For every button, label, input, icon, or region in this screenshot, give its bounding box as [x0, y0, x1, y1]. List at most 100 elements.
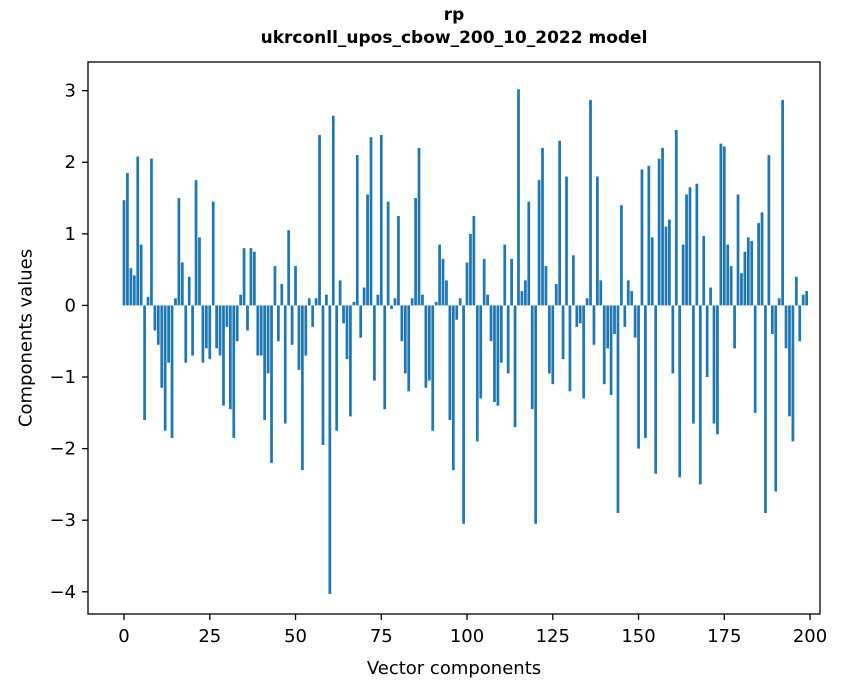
- bar: [671, 305, 675, 374]
- bar: [750, 240, 754, 306]
- bar: [654, 305, 658, 474]
- bar: [585, 298, 589, 306]
- bar: [623, 305, 627, 327]
- bar: [709, 287, 712, 306]
- bar: [383, 305, 387, 410]
- bar: [681, 244, 685, 306]
- bar: [362, 287, 366, 306]
- bar: [527, 201, 531, 306]
- bar: [561, 305, 565, 360]
- bar: [146, 296, 150, 306]
- bar: [729, 266, 733, 306]
- bar: [311, 305, 315, 327]
- bar: [177, 198, 181, 306]
- bar: [301, 305, 304, 471]
- bar: [685, 194, 688, 306]
- bar: [156, 305, 160, 345]
- bar: [558, 140, 562, 306]
- bar: [657, 158, 661, 306]
- bar: [304, 305, 308, 356]
- bar: [345, 305, 349, 360]
- bar: [472, 215, 476, 306]
- bar: [626, 280, 630, 306]
- bar: [544, 266, 548, 306]
- bar: [355, 155, 359, 306]
- bar: [242, 248, 246, 306]
- bar: [252, 251, 256, 306]
- bar: [589, 99, 592, 306]
- bar: [475, 305, 479, 442]
- bar: [366, 194, 369, 306]
- bar: [554, 283, 558, 306]
- chart-title-line2: ukrconll_upos_cbow_200_10_2022 model: [260, 28, 648, 48]
- bar: [513, 305, 517, 428]
- bar: [403, 305, 407, 374]
- bar: [184, 305, 188, 363]
- plot-frame: [87, 61, 821, 615]
- bar: [592, 305, 596, 345]
- chart-title: rp ukrconll_upos_cbow_200_10_2022 model: [88, 4, 820, 50]
- bar: [482, 258, 486, 306]
- bar: [204, 305, 208, 349]
- bar: [376, 294, 380, 306]
- bar: [523, 280, 527, 306]
- bar: [259, 305, 263, 356]
- bar: [400, 305, 404, 342]
- bar: [465, 262, 469, 306]
- x-tick-label: 0: [118, 626, 129, 647]
- bar: [215, 305, 218, 349]
- bar: [784, 305, 788, 349]
- bar: [160, 305, 164, 388]
- bar: [520, 291, 524, 306]
- y-tick-label: −2: [49, 439, 76, 460]
- bar: [287, 230, 291, 306]
- bar: [225, 305, 229, 327]
- bar: [290, 305, 294, 345]
- y-tick-label: −1: [49, 367, 76, 388]
- bar: [719, 143, 723, 306]
- bar: [609, 305, 613, 395]
- bar: [565, 176, 568, 306]
- bar: [170, 305, 174, 438]
- x-tick-label: 125: [536, 626, 570, 647]
- bar: [462, 305, 465, 524]
- bar: [537, 180, 541, 306]
- x-tick-label: 75: [370, 626, 393, 647]
- bar: [427, 305, 431, 381]
- bar: [211, 201, 215, 306]
- bar: [235, 305, 239, 342]
- bar: [698, 305, 702, 485]
- bar: [503, 244, 507, 306]
- bar: [373, 305, 376, 381]
- bar: [283, 305, 287, 424]
- bar: [794, 276, 798, 306]
- bar: [736, 194, 740, 306]
- x-axis-label: Vector components: [366, 658, 542, 679]
- bar: [791, 305, 795, 442]
- bar: [496, 305, 500, 406]
- bar: [530, 305, 534, 410]
- bar: [596, 176, 599, 306]
- bar: [294, 266, 297, 306]
- bar: [510, 258, 513, 306]
- bar: [143, 305, 146, 420]
- bar: [194, 180, 198, 306]
- bar: [232, 305, 236, 438]
- bar: [777, 298, 781, 306]
- bar: [661, 147, 664, 306]
- bar: [668, 219, 671, 306]
- bar: [692, 305, 695, 424]
- bar: [246, 305, 249, 331]
- bar: [441, 258, 445, 306]
- bar: [280, 283, 284, 306]
- bar: [534, 305, 538, 524]
- y-tick-label: 3: [65, 81, 76, 102]
- y-tick-label: −4: [49, 582, 76, 603]
- bar: [781, 99, 784, 306]
- bar: [455, 305, 459, 320]
- bar: [132, 275, 136, 306]
- bar: [390, 305, 393, 309]
- bar: [451, 305, 455, 471]
- bar: [572, 255, 575, 306]
